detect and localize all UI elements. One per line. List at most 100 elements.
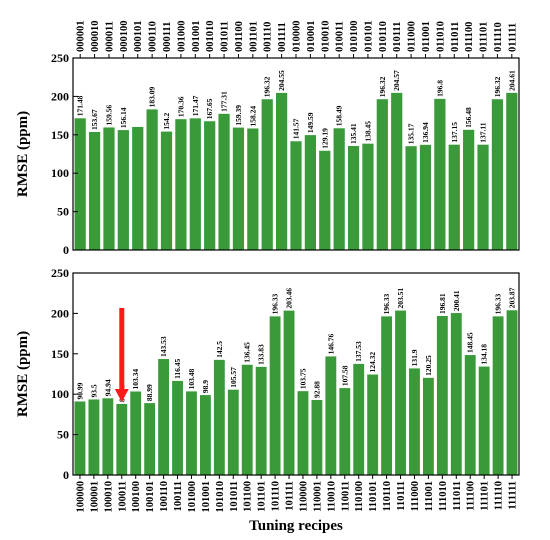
value-label: 204.61 [507, 70, 516, 91]
x-tick-label: 111010 [438, 481, 449, 511]
x-tick-label: 101101 [257, 481, 268, 512]
bar-000011 [103, 127, 115, 250]
x-tick-label: 100011 [117, 481, 128, 512]
bar-001101 [247, 128, 259, 250]
value-label: 134.18 [480, 344, 489, 365]
x-tick-label: 101100 [243, 481, 254, 512]
value-label: 94.94 [103, 379, 112, 396]
bar-011001 [419, 144, 432, 250]
x-tick-label: 011101 [479, 22, 490, 52]
value-label: 133.83 [257, 344, 266, 365]
y-axis-title: RMSE (ppm) [15, 111, 31, 197]
x-tick-label: 000010 [90, 21, 101, 53]
bar-110101 [367, 374, 379, 475]
x-tick-label: 001000 [176, 21, 187, 53]
value-label: 142.5 [215, 341, 224, 358]
value-label: 143.53 [159, 336, 168, 357]
value-label: 177.31 [220, 91, 229, 112]
value-label: 159.56 [104, 105, 113, 126]
y-tick-label: 250 [51, 51, 69, 65]
bar-100100 [130, 391, 142, 475]
value-label: 158.24 [248, 106, 257, 127]
value-label: 196.33 [271, 293, 280, 314]
value-label: 116.45 [173, 358, 182, 378]
x-tick-label: 111111 [508, 481, 519, 510]
value-label: 196.32 [493, 76, 502, 97]
x-axis-title: Tuning recipes [249, 518, 343, 534]
chart-panel-1: 171.48 153.67 159.56 156.14 183.09 154.2 170.3… [15, 21, 520, 257]
x-tick-label: 111011 [452, 481, 463, 511]
value-label: 196.81 [438, 293, 447, 314]
bar-101000 [186, 391, 197, 475]
x-tick-label: 001100 [234, 21, 245, 52]
value-label: 171.47 [191, 95, 200, 116]
bar-011101 [477, 144, 489, 250]
x-tick-label: 010110 [378, 21, 389, 52]
value-label: 90.99 [75, 382, 84, 399]
x-tick-label: 011111 [507, 23, 518, 52]
x-tick-label: 100110 [159, 481, 170, 512]
x-tick-label: 001010 [205, 21, 216, 53]
value-label: 93.5 [89, 384, 98, 397]
value-label: 146.76 [326, 334, 335, 355]
bar-000100 [117, 130, 129, 250]
bar-000001 [74, 118, 86, 250]
x-tick-label: 000111 [162, 22, 173, 52]
value-label: 183.09 [148, 87, 157, 108]
bar-001000 [175, 119, 187, 250]
bar-110110 [381, 316, 393, 475]
x-tick-label: 001111 [277, 22, 288, 52]
x-tick-label: 010101 [363, 21, 374, 53]
value-label: 136.45 [243, 342, 252, 363]
value-label: 137.11 [479, 122, 488, 142]
x-tick-label: 000110 [148, 21, 159, 52]
value-label: 196.32 [263, 76, 272, 97]
x-tick-label: 000001 [76, 21, 87, 53]
value-label: 200.41 [452, 290, 461, 311]
y-tick-label: 0 [63, 468, 69, 482]
bar-001011 [218, 113, 230, 250]
bar-100101 [144, 403, 156, 475]
bar-001111 [276, 92, 288, 250]
y-tick-label: 100 [51, 387, 69, 401]
x-tick-label: 001011 [220, 21, 231, 52]
chart-panel-2: 90.9993.594.9487.91103.3488.99143.53116.… [15, 266, 520, 534]
value-label: 196.33 [382, 293, 391, 314]
value-label: 92.88 [312, 381, 321, 398]
plot-frame [72, 272, 520, 476]
bar-110000 [297, 391, 309, 475]
x-tick-label: 001001 [191, 21, 202, 53]
bar-010001 [304, 135, 316, 250]
y-tick-label: 150 [51, 347, 69, 361]
y-tick-label: 150 [51, 128, 69, 142]
bar-111011 [450, 313, 462, 475]
bar-011011 [448, 144, 460, 250]
value-label: 135.17 [407, 123, 416, 144]
x-tick-label: 111101 [480, 481, 491, 511]
bar-010101 [362, 143, 374, 250]
value-label: 148.45 [466, 332, 475, 353]
bar-001010 [204, 121, 216, 251]
bar-100000 [74, 401, 86, 475]
x-tick-label: 000101 [133, 21, 144, 53]
value-label: 156.48 [464, 107, 473, 128]
x-tick-label: 011011 [450, 22, 461, 52]
bar-010111 [391, 92, 403, 250]
x-tick-label: 111000 [410, 481, 421, 511]
value-label: 196.8 [435, 80, 444, 97]
x-tick-label: 101000 [187, 481, 198, 513]
value-label: 159.39 [234, 105, 243, 126]
value-label: 103.34 [131, 369, 140, 390]
value-label: 137.53 [354, 341, 363, 362]
bar-011010 [434, 98, 446, 250]
bar-100001 [88, 399, 100, 475]
value-label: 156.14 [119, 107, 128, 128]
bar-011000 [405, 146, 417, 250]
bar-100010 [102, 398, 114, 475]
y-tick-label: 200 [51, 306, 69, 320]
value-label: 196.33 [494, 293, 503, 314]
bar-101011 [227, 389, 239, 475]
x-tick-label: 101011 [229, 481, 240, 512]
x-tick-label: 011110 [493, 22, 504, 52]
x-tick-label: 110110 [382, 481, 393, 511]
